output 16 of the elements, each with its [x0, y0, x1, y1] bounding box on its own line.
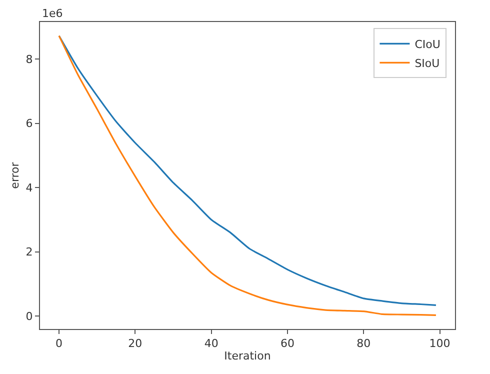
- y-tick-label: 2: [26, 246, 33, 259]
- y-tick-label: 6: [26, 117, 33, 130]
- legend-label: SIoU: [414, 56, 440, 70]
- chart-title: 1e6: [42, 7, 63, 20]
- x-tick-label: 100: [429, 337, 450, 350]
- y-axis-title: error: [8, 162, 22, 189]
- x-tick-label: 60: [280, 337, 294, 350]
- y-tick-label: 8: [26, 52, 33, 66]
- x-tick-label: 0: [56, 337, 63, 350]
- y-tick-label: 4: [26, 181, 33, 194]
- x-tick-label: 40: [204, 337, 218, 350]
- legend-label: CIoU: [414, 38, 440, 51]
- x-tick-label: 20: [128, 337, 142, 350]
- x-axis-title: Iteration: [224, 349, 271, 362]
- x-tick-label: 80: [356, 337, 371, 350]
- y-tick-label: 0: [26, 310, 33, 323]
